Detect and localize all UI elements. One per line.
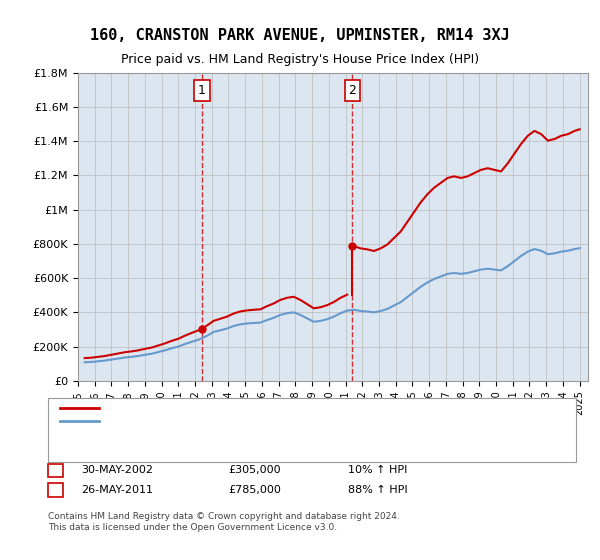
- Text: 2: 2: [52, 485, 59, 495]
- Text: 2: 2: [349, 84, 356, 97]
- Text: 1: 1: [52, 465, 59, 475]
- Text: £785,000: £785,000: [228, 485, 281, 495]
- Text: Price paid vs. HM Land Registry's House Price Index (HPI): Price paid vs. HM Land Registry's House …: [121, 53, 479, 66]
- Text: 160, CRANSTON PARK AVENUE, UPMINSTER, RM14 3XJ (detached house): 160, CRANSTON PARK AVENUE, UPMINSTER, RM…: [108, 403, 485, 413]
- Text: HPI: Average price, detached house, Havering: HPI: Average price, detached house, Have…: [108, 416, 348, 426]
- Text: 88% ↑ HPI: 88% ↑ HPI: [348, 485, 407, 495]
- Text: £305,000: £305,000: [228, 465, 281, 475]
- Text: Contains HM Land Registry data © Crown copyright and database right 2024.
This d: Contains HM Land Registry data © Crown c…: [48, 512, 400, 532]
- Text: 160, CRANSTON PARK AVENUE, UPMINSTER, RM14 3XJ: 160, CRANSTON PARK AVENUE, UPMINSTER, RM…: [90, 28, 510, 43]
- Text: 26-MAY-2011: 26-MAY-2011: [81, 485, 153, 495]
- Text: 30-MAY-2002: 30-MAY-2002: [81, 465, 153, 475]
- Text: 1: 1: [198, 84, 206, 97]
- Text: 10% ↑ HPI: 10% ↑ HPI: [348, 465, 407, 475]
